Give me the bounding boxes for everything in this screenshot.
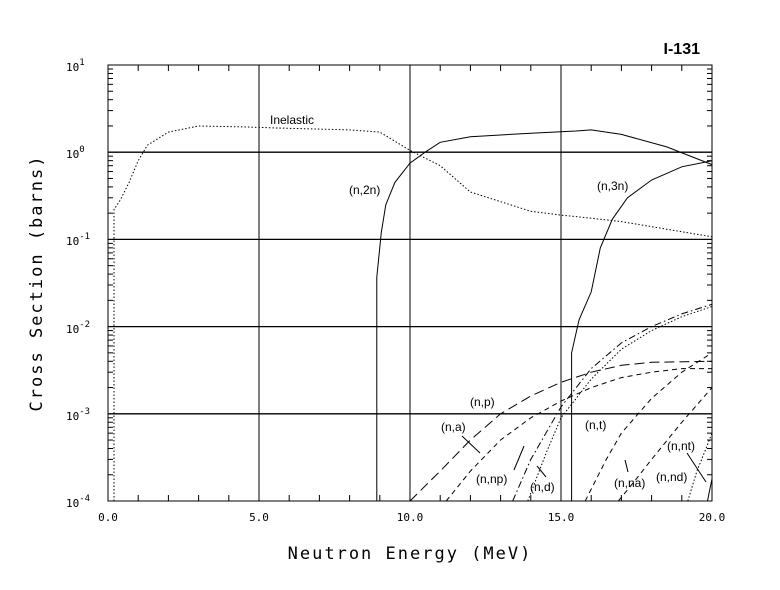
series-labels: Inelastic (n,2n) (n,3n) (n,p) (n,a) (n,n…: [270, 113, 707, 494]
leader-line: [513, 445, 525, 471]
y-tick-label: 100: [66, 145, 85, 161]
series-line-inelastic: [113, 125, 713, 501]
grid: [108, 65, 712, 501]
y-tick-label: 10-4: [66, 494, 90, 510]
x-axis-label: Neutron Energy (MeV): [288, 544, 533, 564]
x-tick-label: 0.0: [98, 511, 118, 524]
series-line-nd: [527, 306, 713, 502]
series-line-na: [445, 368, 712, 502]
series-line-np: [409, 360, 713, 502]
x-tick-label: 5.0: [249, 511, 269, 524]
y-tick-exp: -1: [79, 232, 90, 242]
y-tick-label: 10-1: [66, 232, 90, 248]
series-label-nnp: (n,np): [476, 472, 507, 486]
y-tick-base: 10: [66, 235, 79, 248]
series-line-nnd: [687, 432, 713, 502]
y-tick-base: 10: [66, 323, 79, 336]
x-tick-label: 15.0: [548, 511, 575, 524]
y-tick-exp: 0: [79, 145, 84, 155]
series-label-n3n: (n,3n): [597, 179, 628, 193]
series-label-nnt: (n,nt): [667, 439, 695, 453]
leader-line: [536, 465, 547, 478]
series-label-inelastic: Inelastic: [270, 113, 314, 127]
x-tick-labels: 0.0 5.0 10.0 15.0 20.0: [98, 511, 725, 524]
y-tick-base: 10: [66, 61, 79, 74]
series-label-np: (n,p): [470, 395, 495, 409]
series-line-nnp: [512, 303, 713, 502]
y-tick-label: 10-3: [66, 407, 90, 423]
y-tick-exp: -3: [79, 407, 90, 417]
y-tick-labels: 101 100 10-1 10-2 10-3 10-4: [66, 58, 90, 510]
y-tick-base: 10: [66, 497, 79, 510]
y-tick-label: 101: [66, 58, 85, 74]
y-tick-exp: -2: [79, 320, 90, 330]
series-line-nnt: [707, 478, 713, 502]
series-label-nnd: (n,nd): [656, 470, 687, 484]
series-label-nna: (n,na): [614, 476, 645, 490]
series-label-na: (n,a): [441, 420, 466, 434]
y-axis-label: Cross Section (barns): [27, 155, 47, 412]
label-leader-lines: [461, 435, 707, 483]
y-tick-exp: -4: [79, 494, 90, 504]
leader-line: [461, 435, 481, 454]
series-line-nna: [618, 387, 713, 502]
series-label-nt: (n,t): [585, 418, 606, 432]
series-group: [113, 125, 713, 502]
x-tick-label: 10.0: [397, 511, 424, 524]
series-line-n3n: [571, 160, 713, 501]
series-line-nt: [584, 352, 713, 502]
series-label-n2n: (n,2n): [349, 183, 380, 197]
x-tick-label: 20.0: [699, 511, 726, 524]
chart-title: I-131: [664, 41, 701, 58]
y-tick-base: 10: [66, 148, 79, 161]
leader-line: [686, 452, 707, 483]
y-tick-label: 10-2: [66, 320, 90, 336]
series-label-nd: (n,d): [530, 480, 555, 494]
y-tick-exp: 1: [79, 58, 84, 68]
y-tick-base: 10: [66, 410, 79, 423]
leader-line: [624, 459, 629, 473]
series-line-n2n: [376, 129, 713, 501]
